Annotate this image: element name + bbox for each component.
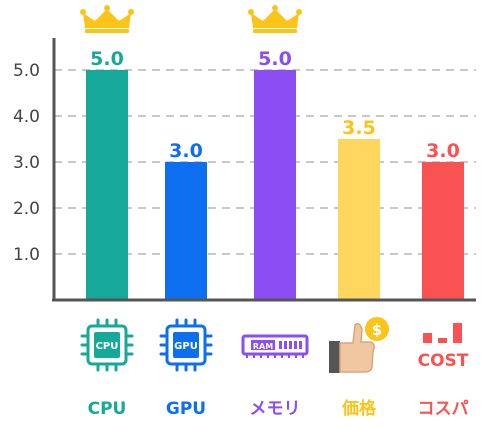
- value-label: 3.5: [342, 117, 376, 139]
- bar-1: [86, 70, 128, 300]
- cpu-chip-icon: CPU: [80, 318, 134, 372]
- y-tick-label: 4.0: [13, 107, 40, 127]
- crown-band: [85, 29, 129, 33]
- bar-4: [338, 139, 380, 300]
- value-label: 5.0: [258, 48, 292, 70]
- icon-label: $: [372, 321, 382, 339]
- crown-icon: [248, 5, 302, 33]
- category-label: CPU: [88, 399, 127, 419]
- y-tick-label: 2.0: [13, 199, 40, 219]
- y-tick-label: 1.0: [13, 245, 40, 265]
- y-tick-label: 3.0: [13, 153, 40, 173]
- value-label: 5.0: [90, 48, 124, 70]
- category-label: GPU: [166, 399, 206, 419]
- icon-label: CPU: [96, 341, 119, 352]
- crown-jewel: [128, 9, 134, 15]
- crown-band: [253, 29, 297, 33]
- cost-icon: COST: [418, 323, 469, 371]
- crowns: [80, 5, 302, 33]
- category-label: 価格: [341, 398, 377, 419]
- icon-label: GPU: [174, 341, 198, 352]
- hand: [339, 322, 375, 373]
- category-labels: CPU GPU メモリ 価格 コスパ: [88, 398, 469, 419]
- gpu-chip-icon: GPU: [159, 318, 213, 372]
- coin: [365, 317, 389, 341]
- crown-jewel: [248, 9, 254, 15]
- bars: [86, 70, 464, 300]
- value-label: 3.0: [169, 140, 203, 162]
- crown-jewel: [272, 5, 278, 11]
- bar-3: [254, 70, 296, 300]
- category-label: メモリ: [250, 399, 301, 419]
- axes: [52, 38, 476, 302]
- crown-icon: [80, 5, 134, 33]
- crown-jewel: [104, 5, 110, 11]
- cuff: [329, 341, 340, 373]
- crown-body: [83, 9, 131, 28]
- value-label: 3.0: [426, 140, 460, 162]
- y-tick-label: 5.0: [13, 61, 40, 81]
- thumbs-up-coin-icon: $: [329, 317, 389, 373]
- icon-label: COST: [418, 351, 469, 371]
- crown-jewel: [296, 9, 302, 15]
- crown-body: [251, 9, 299, 28]
- crown-jewel: [80, 9, 86, 15]
- ram-module-icon: RAM: [241, 334, 309, 358]
- y-tick-labels: 1.0 2.0 3.0 4.0 5.0: [13, 61, 40, 265]
- category-label: コスパ: [418, 399, 469, 419]
- value-labels: 5.0 3.0 5.0 3.5 3.0: [90, 48, 460, 162]
- icon-label: RAM: [253, 342, 273, 351]
- bar-2: [165, 162, 207, 300]
- category-icons: CPU GPU RAM $ COST: [80, 317, 469, 373]
- bar-5: [422, 162, 464, 300]
